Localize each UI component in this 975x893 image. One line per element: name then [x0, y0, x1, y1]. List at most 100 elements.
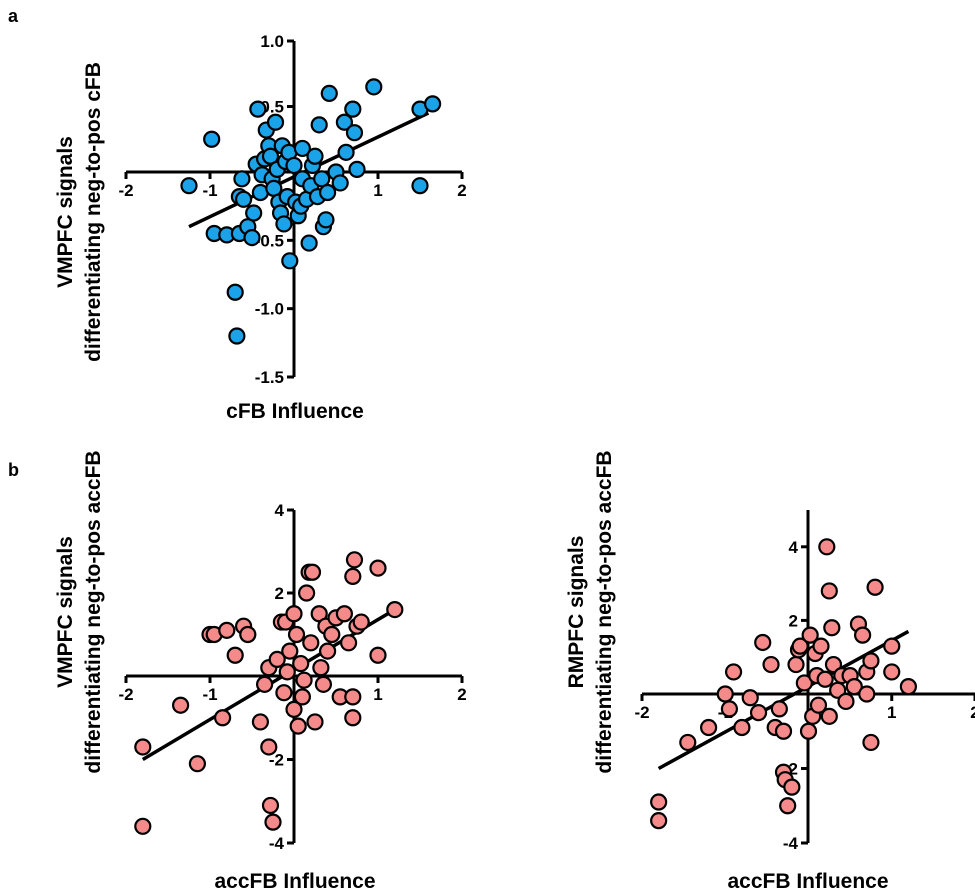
- data-point: [268, 650, 286, 669]
- data-point: [820, 707, 838, 725]
- data-point: [278, 663, 296, 681]
- data-point: [303, 563, 322, 581]
- x-tick-label: -2: [118, 181, 133, 200]
- data-point: [260, 738, 278, 756]
- data-point: [386, 600, 404, 619]
- data-point: [699, 718, 718, 737]
- data-point: [323, 625, 341, 644]
- data-point: [823, 619, 841, 637]
- data-point: [369, 559, 387, 577]
- data-point: [862, 652, 880, 670]
- data-point: [787, 655, 805, 674]
- data-point: [314, 675, 332, 693]
- y-tick-label: -1.5: [255, 368, 284, 387]
- data-point: [239, 625, 257, 644]
- data-point: [824, 655, 843, 674]
- data-point: [180, 177, 198, 195]
- data-point: [344, 709, 362, 727]
- data-point: [188, 755, 206, 773]
- x-axis-label: accFB Influence: [214, 870, 375, 893]
- data-point: [345, 551, 364, 569]
- data-point: [292, 654, 310, 673]
- y-tick-label: 2: [275, 584, 284, 603]
- x-tick-label: 1: [373, 685, 382, 704]
- data-point: [344, 100, 362, 118]
- data-point: [335, 113, 353, 131]
- y-axis-label-line2: differentiating neg-to-pos accFB: [82, 450, 105, 773]
- data-point: [344, 567, 362, 586]
- data-point: [293, 688, 311, 706]
- data-point: [243, 229, 261, 247]
- y-tick-label: -1.0: [255, 300, 284, 319]
- data-point: [812, 637, 830, 655]
- data-point: [816, 670, 834, 688]
- x-axis-label: accFB Influence: [727, 870, 888, 893]
- data-point: [779, 797, 797, 815]
- y-tick-label: 2: [789, 611, 798, 630]
- y-tick-label: 0.5: [260, 98, 284, 117]
- scatter-chart-b-left: -2 -1 1 2 -4 -2 2 4 accFB Influence VMPFC signals…: [54, 450, 467, 893]
- data-point: [424, 95, 442, 113]
- x-axis-label: cFB Influence: [226, 400, 364, 423]
- data-point: [312, 659, 330, 677]
- data-point: [883, 663, 901, 681]
- data-point: [762, 655, 780, 674]
- data-point: [293, 139, 311, 158]
- data-point: [754, 633, 772, 652]
- data-point: [306, 147, 324, 165]
- data-point: [331, 174, 349, 192]
- data-point: [310, 116, 328, 134]
- data-point: [344, 688, 362, 706]
- data-point: [866, 578, 884, 596]
- x-tick-label: -1: [202, 685, 217, 704]
- data-point: [791, 637, 809, 655]
- panel-letter-b: b: [8, 460, 19, 480]
- data-point: [818, 538, 836, 556]
- y-tick-label: -2: [269, 751, 284, 770]
- x-tick-label: 1: [887, 703, 896, 722]
- data-point: [261, 147, 280, 165]
- data-point: [228, 327, 246, 345]
- data-point: [733, 718, 751, 737]
- data-point: [720, 700, 739, 718]
- scatter-chart-a: -2 -1 1 2 -1.5 -1.0 -0.5 0.5 1.0 cFB Influence VMP…: [54, 32, 467, 423]
- data-point: [287, 625, 306, 644]
- data-point: [724, 663, 743, 681]
- data-point: [245, 204, 263, 222]
- data-point: [319, 183, 337, 202]
- data-point: [801, 626, 819, 644]
- y-tick-label: 4: [275, 501, 285, 520]
- y-axis-label-line1: VMPFC signals: [54, 536, 77, 688]
- data-point: [770, 700, 788, 718]
- data-point: [845, 678, 863, 696]
- data-point: [783, 778, 801, 796]
- data-point: [281, 252, 299, 270]
- y-tick-label: 1.0: [260, 32, 284, 51]
- data-point: [295, 671, 313, 689]
- data-point: [799, 722, 818, 740]
- data-point: [335, 605, 353, 623]
- data-point: [749, 704, 768, 722]
- y-tick-label: 4: [789, 538, 799, 557]
- data-point: [275, 215, 293, 233]
- data-point: [281, 642, 299, 660]
- data-point: [679, 733, 697, 752]
- data-point: [226, 646, 244, 664]
- data-point: [320, 84, 338, 103]
- data-point: [352, 613, 370, 631]
- data-point: [774, 722, 793, 740]
- y-axis-label-line2: differentiating neg-to-pos accFB: [593, 450, 616, 773]
- x-tick-label: -1: [202, 181, 217, 200]
- data-point: [820, 582, 838, 600]
- data-point: [218, 621, 236, 639]
- data-point: [837, 692, 855, 711]
- data-point: [854, 626, 872, 644]
- data-point: [858, 685, 876, 703]
- data-point: [345, 124, 364, 142]
- data-point: [203, 130, 221, 148]
- data-point: [300, 234, 318, 252]
- x-tick-label: 2: [457, 685, 466, 704]
- data-point: [795, 674, 813, 692]
